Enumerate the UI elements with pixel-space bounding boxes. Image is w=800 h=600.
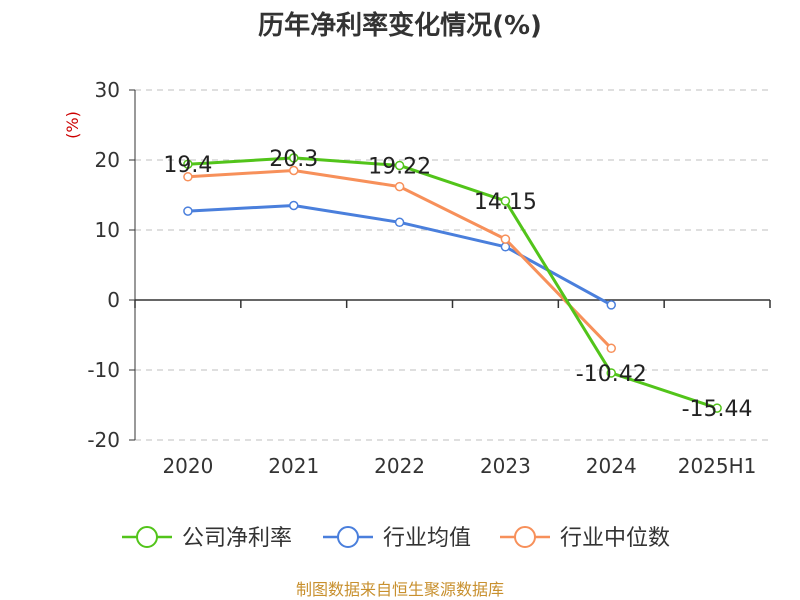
x-tick-label: 2024 xyxy=(586,454,637,478)
series-point xyxy=(500,234,511,244)
legend-item[interactable]: 公司净利率 xyxy=(122,526,292,551)
legend-marker-icon xyxy=(514,526,536,548)
y-tick-label: 10 xyxy=(95,218,120,242)
source-text: 制图数据来自恒生聚源数据库 xyxy=(296,580,504,599)
data-label: -15.44 xyxy=(682,397,753,422)
x-tick-label: 2021 xyxy=(268,454,319,478)
y-tick-label: 0 xyxy=(107,288,120,312)
series-point xyxy=(606,300,616,310)
legend-item[interactable]: 行业均值 xyxy=(323,526,471,551)
legend[interactable]: 公司净利率 行业均值 行业中位数 xyxy=(122,526,670,551)
legend-label: 公司净利率 xyxy=(182,526,292,551)
legend-label: 行业均值 xyxy=(383,526,471,551)
data-labels: 19.4 20.3 19.22 14.15 -10.42 -15.44 xyxy=(163,147,752,422)
x-tick-label: 2022 xyxy=(374,454,425,478)
y-tick-label: 30 xyxy=(95,78,120,102)
series-line xyxy=(187,156,718,410)
legend-marker-icon xyxy=(337,526,359,548)
y-axis-unit: (%) xyxy=(63,111,82,139)
data-label: 19.22 xyxy=(368,154,431,179)
series-point xyxy=(500,196,511,206)
series-point xyxy=(712,403,722,413)
legend-item[interactable]: 行业中位数 xyxy=(500,526,670,551)
series-point xyxy=(183,159,193,169)
series-point xyxy=(394,181,405,192)
series-point xyxy=(606,343,616,354)
series-point xyxy=(289,200,299,211)
y-tick-label: -10 xyxy=(87,358,120,382)
x-tick-label: 2020 xyxy=(162,454,213,478)
y-tick-label: -20 xyxy=(87,428,120,452)
legend-marker-icon xyxy=(136,526,158,548)
y-tick-label: 20 xyxy=(95,148,120,172)
series-point xyxy=(394,160,405,171)
data-label: 14.15 xyxy=(474,190,537,215)
x-tick-labels: 2020 2021 2022 2023 2024 2025H1 xyxy=(162,454,756,478)
data-label: 19.4 xyxy=(163,153,212,178)
series-point xyxy=(606,368,616,378)
y-tick-labels: 30 20 10 0 -10 -20 xyxy=(87,78,120,452)
axes xyxy=(129,89,771,441)
x-tick-label: 2023 xyxy=(480,454,531,478)
series-point xyxy=(289,153,299,163)
series-point xyxy=(394,217,405,228)
data-label: 20.3 xyxy=(269,147,318,172)
data-label: -10.42 xyxy=(576,362,647,387)
series-point xyxy=(289,165,299,176)
chart-title: 历年净利率变化情况(%) xyxy=(258,10,542,41)
x-tick-label: 2025H1 xyxy=(678,454,757,478)
series-point xyxy=(183,172,193,182)
grid-lines xyxy=(135,89,770,441)
series-point xyxy=(183,206,193,216)
series-lines xyxy=(183,153,722,413)
series-line xyxy=(187,169,613,350)
legend-label: 行业中位数 xyxy=(560,526,670,551)
